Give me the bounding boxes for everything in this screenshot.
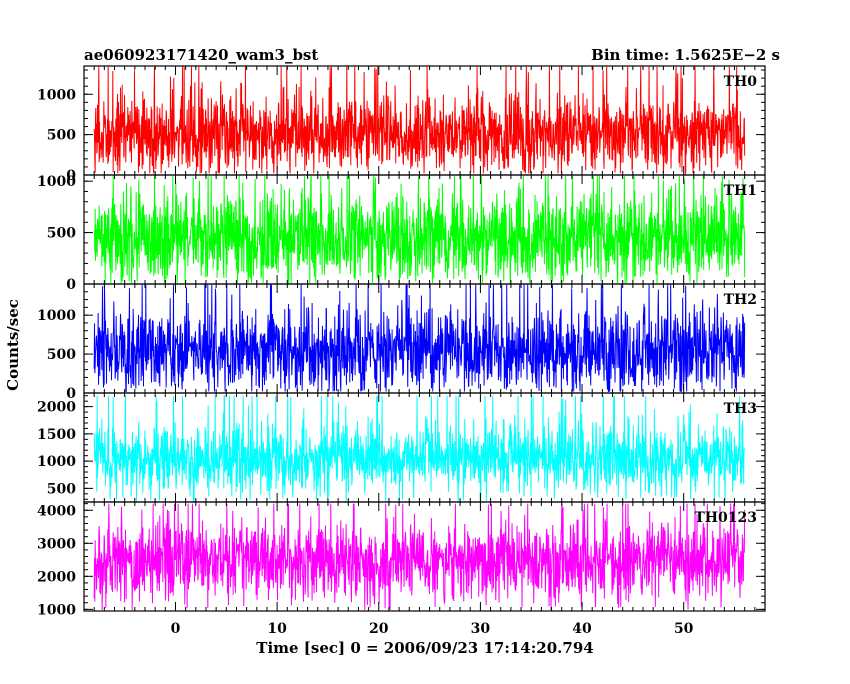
series-line-th2	[93, 284, 746, 392]
panel-label-th0: TH0	[724, 74, 758, 90]
y-tick-label: 500	[47, 128, 76, 144]
x-tick-label: 10	[267, 621, 287, 637]
y-axis-label: Counts/sec	[4, 299, 22, 391]
panel-label-th3: TH3	[724, 401, 757, 417]
chart-title-right: Bin time: 1.5625E−2 s	[591, 46, 780, 64]
x-tick-label: 30	[471, 621, 491, 637]
y-tick-label: 3000	[37, 536, 76, 552]
y-tick-label: 2000	[37, 569, 76, 585]
x-tick-label: 50	[674, 621, 694, 637]
x-axis-label: Time [sec] 0 = 2006/09/23 17:14:20.794	[256, 639, 593, 657]
y-tick-label: 500	[47, 347, 76, 363]
x-tick-label: 20	[369, 621, 389, 637]
panel-th0: 0 500 1000 TH0	[37, 65, 766, 184]
y-tick-label: 0	[66, 168, 76, 184]
panel-label-th0123: TH0123	[694, 510, 757, 526]
series-line-th0123	[93, 503, 746, 611]
panels-layer: 05001000TH005001000TH105001000TH25001000…	[37, 65, 766, 637]
panel-th1: 0 500 1000 TH1	[37, 174, 766, 293]
y-tick-label: 4000	[37, 503, 76, 519]
series-line-th0	[93, 66, 746, 175]
y-tick-label: 0	[66, 277, 76, 293]
y-tick-label: 2000	[37, 400, 76, 416]
y-tick-label: 1500	[37, 427, 76, 443]
x-tick-label: 0	[171, 621, 181, 637]
y-tick-label: 1000	[37, 87, 76, 103]
y-tick-label: 1000	[37, 454, 76, 470]
y-tick-label: 1000	[37, 308, 76, 324]
panel-label-th2: TH2	[724, 292, 757, 308]
y-tick-label: 500	[47, 226, 76, 242]
y-tick-label: 1000	[37, 602, 76, 618]
panel-label-th1: TH1	[724, 183, 757, 199]
y-tick-label: 1000	[37, 174, 76, 190]
y-tick-label: 500	[47, 481, 76, 497]
y-tick-label: 0	[66, 386, 76, 402]
series-line-th1	[93, 175, 746, 284]
chart-title-left: ae060923171420_wam3_bst	[84, 46, 318, 64]
series-line-th3	[93, 395, 745, 502]
panel-th2: 0 500 1000 TH2	[37, 283, 766, 402]
x-tick-label: 40	[572, 621, 592, 637]
panel-th3: 500 1000 1500 2000 TH3	[37, 392, 766, 503]
panel-th0123: 1000 2000 3000 4000 TH0123	[37, 501, 766, 618]
